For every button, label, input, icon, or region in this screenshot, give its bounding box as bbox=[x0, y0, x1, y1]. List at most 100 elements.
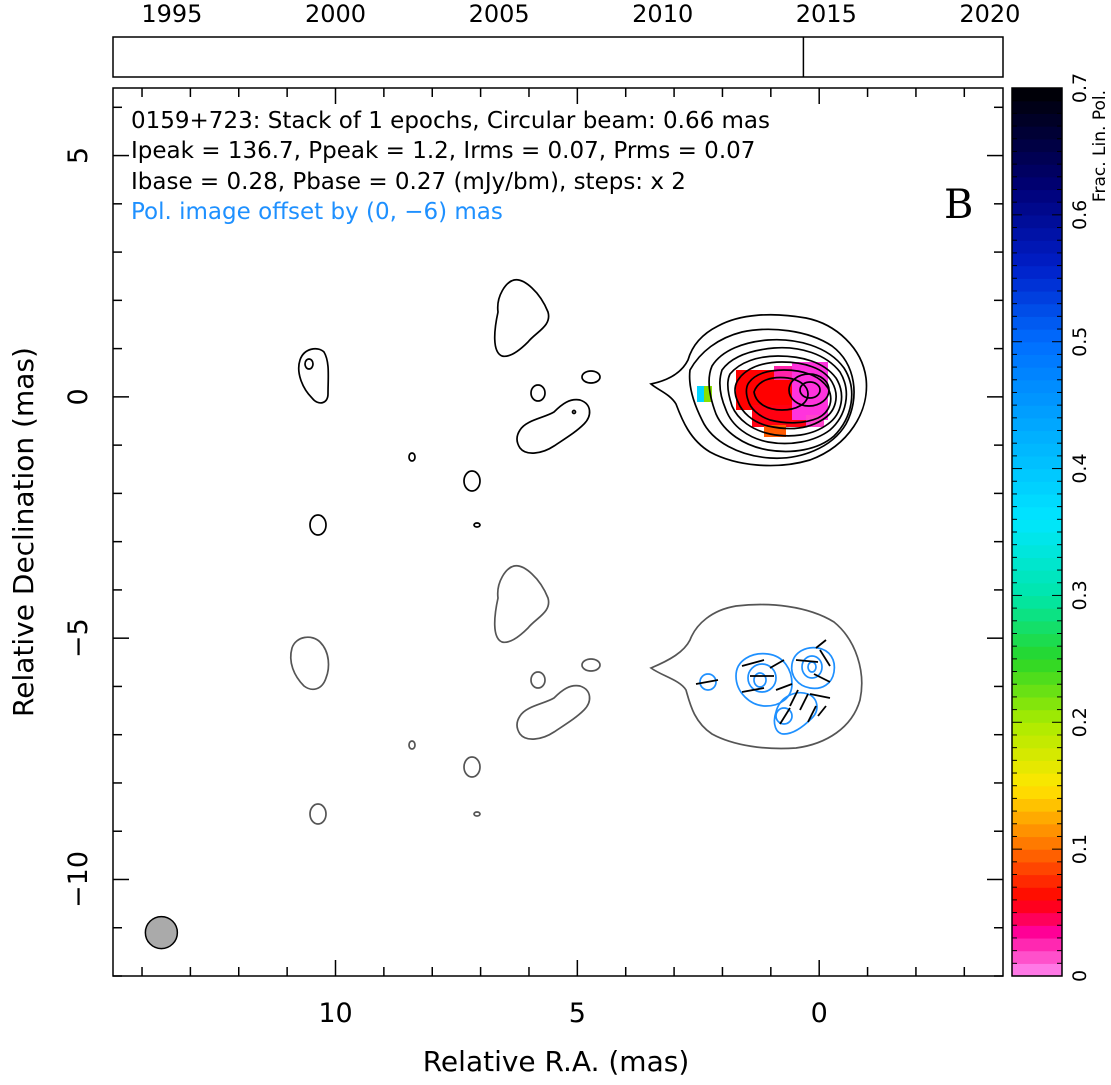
x-tick-label: 0 bbox=[811, 998, 828, 1029]
timeline-tick-label: 2000 bbox=[305, 0, 366, 28]
jet-contour bbox=[581, 370, 601, 384]
colorbar-cell bbox=[1012, 214, 1062, 229]
jet-contour bbox=[530, 384, 546, 402]
colorbar-cell bbox=[1012, 836, 1062, 850]
colorbar-cell bbox=[1012, 811, 1062, 825]
colorbar-cell bbox=[1012, 671, 1062, 685]
colorbar-cell bbox=[1012, 227, 1062, 241]
core-contour bbox=[753, 376, 809, 411]
colorbar-cell bbox=[1012, 240, 1062, 254]
y-tick-label: 0 bbox=[63, 388, 94, 405]
jet-contour bbox=[408, 452, 416, 462]
evpa-tick bbox=[799, 693, 809, 711]
core-contour bbox=[799, 381, 821, 399]
pol-contour bbox=[790, 646, 836, 690]
y-tick-label: −10 bbox=[63, 851, 94, 908]
colorbar-cell bbox=[1012, 747, 1062, 761]
evpa-tick bbox=[741, 687, 765, 693]
colorbar-cell bbox=[1012, 430, 1062, 444]
evpa-tick bbox=[779, 707, 791, 725]
annotation-line-1: 0159+723: Stack of 1 epochs, Circular be… bbox=[131, 108, 770, 134]
timeline-tick-label: 1995 bbox=[141, 0, 202, 28]
colorbar-cell bbox=[1012, 405, 1062, 419]
colorbar-cell bbox=[1012, 823, 1062, 838]
annotation-line-2: Ipeak = 136.7, Ppeak = 1.2, Irms = 0.07,… bbox=[131, 138, 755, 164]
colorbar-cell bbox=[1012, 760, 1062, 774]
panel-label: B bbox=[944, 182, 973, 228]
jet-contour bbox=[516, 398, 591, 454]
offset-jet-contour bbox=[581, 658, 601, 672]
evpa-tick bbox=[807, 705, 817, 723]
offset-jet-contour bbox=[530, 671, 546, 689]
evpa-tick bbox=[817, 705, 827, 717]
colorbar-cell bbox=[1012, 874, 1062, 888]
offset-core-contour bbox=[649, 603, 863, 750]
pol-intensity-contours bbox=[699, 646, 836, 735]
jet-contour bbox=[473, 522, 481, 528]
evpa-tick bbox=[809, 693, 831, 699]
colorbar-cell bbox=[1012, 126, 1062, 140]
colorbar-cell bbox=[1012, 963, 1062, 977]
pixel-block bbox=[697, 386, 705, 402]
colorbar-cell bbox=[1012, 265, 1062, 279]
timeline-frame bbox=[112, 36, 1004, 78]
colorbar-cell bbox=[1012, 354, 1062, 368]
colorbar-cell bbox=[1012, 646, 1062, 660]
colorbar-cell bbox=[1012, 912, 1062, 926]
pol-contour bbox=[775, 707, 793, 725]
colorbar-cell bbox=[1012, 887, 1062, 901]
intensity-contours bbox=[297, 279, 868, 536]
colorbar-cell bbox=[1012, 493, 1062, 508]
timeline-ticks: 1995 2000 2005 2010 2015 2020 bbox=[141, 0, 1020, 28]
colorbar-cell bbox=[1012, 532, 1062, 546]
jet-contour bbox=[571, 409, 577, 415]
pol-contour bbox=[801, 655, 823, 679]
evpa-vectors bbox=[695, 639, 831, 725]
colorbar-cell bbox=[1012, 658, 1062, 673]
annotation-line-4: Pol. image offset by (0, −6) mas bbox=[131, 199, 503, 225]
evpa-tick bbox=[741, 659, 765, 667]
jet-contour bbox=[297, 347, 330, 404]
offset-jet-contour bbox=[309, 803, 327, 825]
colorbar: 0 0.1 0.2 0.3 0.4 0.5 0.6 0.7 Frac. Lin. Pol. bbox=[1011, 73, 1110, 982]
colorbar-cell bbox=[1012, 544, 1062, 558]
colorbar-cell bbox=[1012, 722, 1062, 736]
colorbar-cell bbox=[1012, 367, 1062, 381]
evpa-tick bbox=[789, 689, 799, 707]
evpa-tick bbox=[769, 659, 785, 669]
pol-contour bbox=[747, 663, 777, 693]
evpa-tick bbox=[815, 639, 827, 649]
colorbar-cell bbox=[1012, 88, 1062, 102]
colorbar-cell bbox=[1012, 861, 1062, 876]
offset-jet-contour bbox=[473, 811, 481, 817]
colorbar-cell bbox=[1012, 151, 1062, 165]
y-tick-label: −5 bbox=[63, 618, 94, 658]
pol-contour bbox=[699, 673, 717, 691]
colorbar-gradient bbox=[1012, 88, 1062, 977]
core-contour bbox=[708, 338, 853, 453]
colorbar-cell bbox=[1012, 392, 1062, 406]
colorbar-cell bbox=[1012, 138, 1062, 153]
jet-contour bbox=[493, 279, 550, 358]
colorbar-title: Frac. Lin. Pol. bbox=[1090, 90, 1110, 202]
offset-jet-contour bbox=[408, 740, 416, 750]
offset-jet-contour bbox=[289, 636, 330, 691]
colorbar-cell bbox=[1012, 341, 1062, 355]
offset-jet-contour bbox=[516, 684, 591, 740]
y-axis-title: Relative Declination (mas) bbox=[7, 347, 40, 717]
jet-contour bbox=[463, 470, 481, 492]
colorbar-cell bbox=[1012, 113, 1062, 127]
colorbar-cell bbox=[1012, 481, 1062, 495]
jet-contour bbox=[309, 514, 327, 536]
core-contour bbox=[745, 369, 832, 424]
colorbar-cell bbox=[1012, 455, 1062, 470]
colorbar-cell bbox=[1012, 950, 1062, 964]
annotation-line-3: Ibase = 0.28, Pbase = 0.27 (mJy/bm), ste… bbox=[131, 169, 686, 195]
core-contour bbox=[726, 355, 843, 437]
colorbar-cell bbox=[1012, 252, 1062, 267]
colorbar-cell bbox=[1012, 303, 1062, 317]
colorbar-cell bbox=[1012, 417, 1062, 432]
colorbar-tick-label: 0.3 bbox=[1069, 580, 1091, 610]
evpa-tick bbox=[795, 659, 819, 663]
